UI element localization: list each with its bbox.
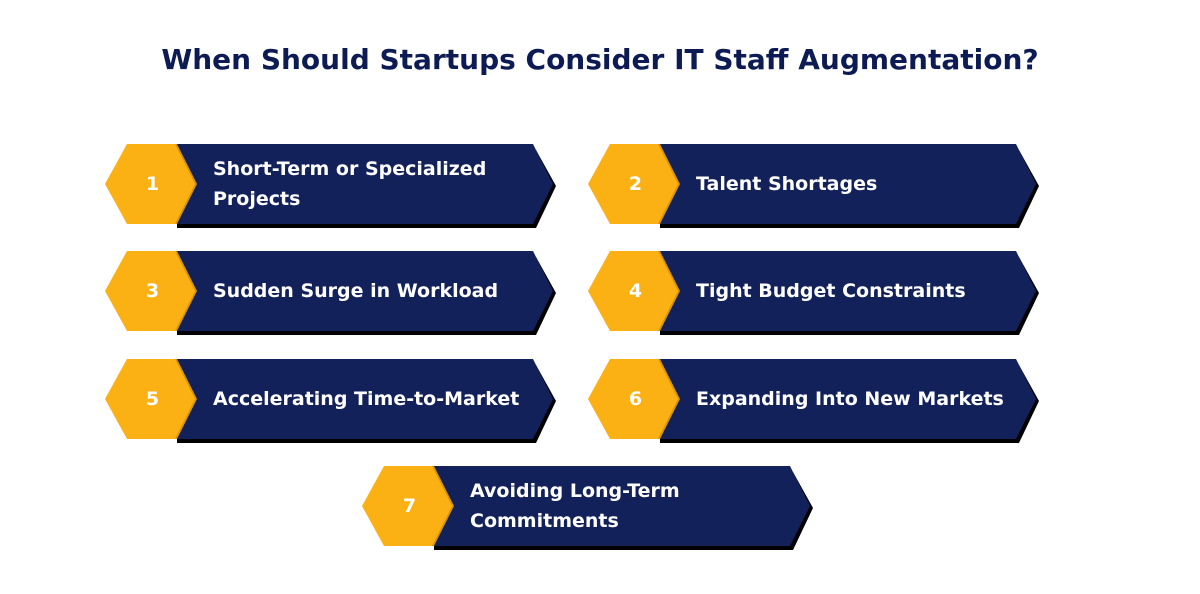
hexagon-badge <box>588 359 680 439</box>
card-arrow-shape <box>177 359 556 443</box>
card-arrow-shape <box>660 359 1039 443</box>
hexagon-badge <box>588 144 680 224</box>
hexagon-fill <box>105 251 195 331</box>
reason-label: Tight Budget Constraints <box>696 280 966 302</box>
hexagon-badge <box>105 251 197 331</box>
reason-label: Avoiding Long-Term Commitments <box>470 480 680 532</box>
step-number: 2 <box>628 173 643 195</box>
reason-card-1: 1 Short-Term or Specialized Projects <box>105 144 560 228</box>
hexagon-fill <box>588 251 678 331</box>
hexagon-fill <box>362 466 452 546</box>
card-body <box>660 359 1036 439</box>
card-arrow-shape <box>434 466 813 550</box>
reason-card-3: 3 Sudden Surge in Workload <box>105 251 560 335</box>
hexagon-fill <box>588 144 678 224</box>
hexagon-badge <box>105 359 197 439</box>
hexagon-badge <box>105 144 197 224</box>
hexagon-fill <box>588 359 678 439</box>
reason-card-4: 4 Tight Budget Constraints <box>588 251 1043 335</box>
reason-label: Talent Shortages <box>696 173 878 195</box>
reason-label: Short-Term or Specialized Projects <box>213 158 487 210</box>
reason-card-6: 6 Expanding Into New Markets <box>588 359 1043 443</box>
step-number: 4 <box>628 280 643 302</box>
card-arrow-shape <box>660 144 1039 228</box>
reason-label: Sudden Surge in Workload <box>213 280 499 302</box>
card-body <box>660 251 1036 331</box>
hexagon-fill <box>105 359 195 439</box>
reason-label: Accelerating Time-to-Market <box>213 388 520 410</box>
card-body <box>177 144 553 224</box>
card-body <box>177 359 553 439</box>
hexagon-badge <box>362 466 454 546</box>
card-body <box>660 144 1036 224</box>
hexagon-badge <box>588 251 680 331</box>
step-number: 7 <box>402 495 417 517</box>
hexagon-fill <box>105 144 195 224</box>
step-number: 6 <box>628 388 643 410</box>
card-body <box>177 251 553 331</box>
reason-card-5: 5 Accelerating Time-to-Market <box>105 359 560 443</box>
reason-card-2: 2 Talent Shortages <box>588 144 1043 228</box>
reason-label: Expanding Into New Markets <box>696 388 1004 410</box>
card-body <box>434 466 810 546</box>
step-number: 5 <box>145 388 160 410</box>
reason-card-7: 7 Avoiding Long-Term Commitments <box>362 466 817 550</box>
step-number: 1 <box>145 173 160 195</box>
diagram-title: When Should Startups Consider IT Staff A… <box>161 43 1039 76</box>
card-arrow-shape <box>660 251 1039 335</box>
divider <box>528 337 616 343</box>
step-number: 3 <box>145 280 160 302</box>
card-arrow-shape <box>177 144 556 228</box>
card-arrow-shape <box>177 251 556 335</box>
